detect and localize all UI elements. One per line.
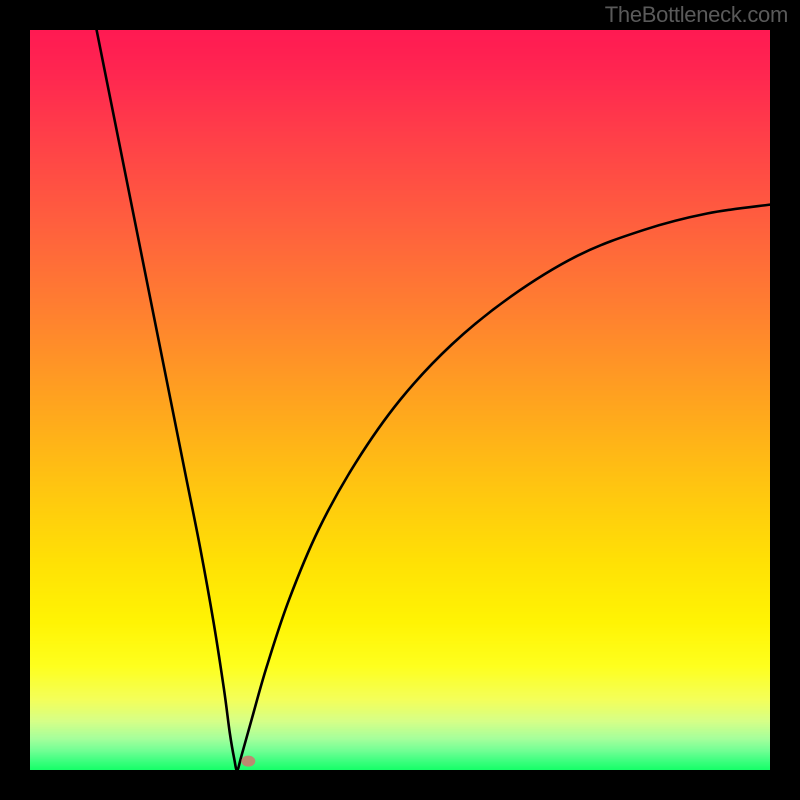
bottleneck-curve bbox=[30, 30, 770, 770]
curve-path bbox=[97, 30, 770, 770]
watermark-text: TheBottleneck.com bbox=[605, 2, 788, 28]
plot-area bbox=[30, 30, 770, 770]
optimal-point-marker bbox=[241, 756, 255, 767]
